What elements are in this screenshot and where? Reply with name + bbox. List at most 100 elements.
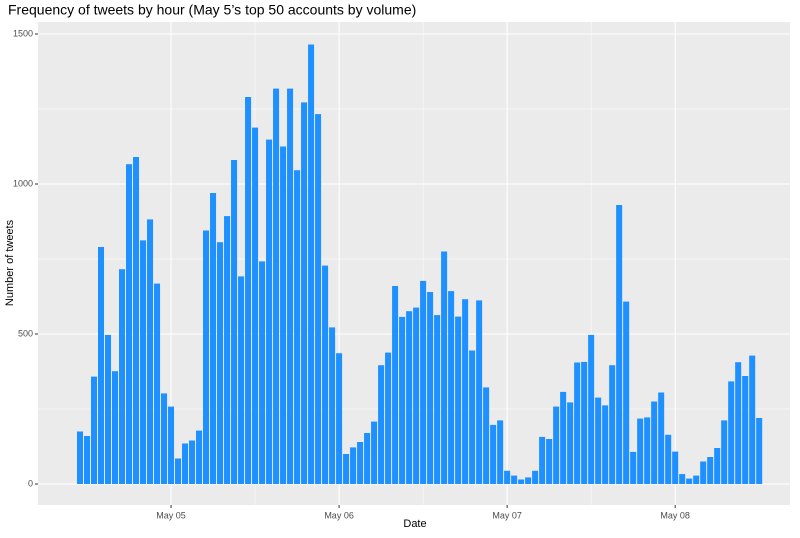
x-axis-label: Date	[403, 518, 426, 530]
bar	[721, 420, 728, 484]
bar	[581, 361, 588, 484]
bar	[315, 114, 322, 484]
bar	[630, 451, 637, 484]
bar	[658, 392, 665, 484]
bar	[462, 299, 469, 484]
bar	[266, 139, 273, 484]
bar	[280, 146, 287, 484]
bar	[126, 164, 133, 484]
bar	[469, 350, 476, 484]
bar	[154, 283, 161, 484]
bar	[294, 170, 301, 484]
bar	[539, 436, 546, 484]
bar	[231, 160, 238, 484]
bar	[238, 276, 245, 484]
bar	[532, 470, 539, 484]
bar	[245, 97, 252, 484]
bar	[119, 269, 126, 484]
bar	[553, 406, 560, 484]
bar	[308, 44, 315, 484]
bar	[350, 447, 357, 484]
bar	[287, 88, 294, 484]
bar	[406, 311, 413, 484]
bar	[427, 292, 434, 484]
chart-title: Frequency of tweets by hour (May 5’s top…	[8, 2, 416, 18]
bar	[336, 353, 343, 484]
bar	[203, 230, 210, 484]
bar	[455, 316, 462, 484]
bar	[217, 242, 224, 484]
x-tick-label: May 06	[324, 510, 354, 520]
bar	[497, 420, 504, 484]
bar	[273, 88, 280, 484]
bar	[588, 334, 595, 484]
bar	[749, 355, 756, 484]
bar	[357, 442, 364, 484]
bar	[399, 316, 406, 484]
bar	[448, 291, 455, 484]
x-tick-label: May 05	[156, 510, 186, 520]
bar	[77, 431, 84, 484]
bar	[413, 307, 420, 484]
bar	[98, 247, 105, 484]
bar	[252, 127, 259, 484]
bar	[392, 286, 399, 484]
bar	[679, 474, 686, 484]
bar	[651, 401, 658, 484]
bar	[602, 405, 609, 484]
y-tick-label: 1500	[13, 28, 33, 38]
bar	[420, 280, 427, 484]
bar	[511, 475, 518, 484]
bar	[728, 381, 735, 484]
bar	[182, 443, 189, 484]
bar	[707, 457, 714, 484]
bar	[700, 461, 707, 484]
bar	[476, 300, 483, 484]
bar	[609, 365, 616, 484]
bar	[504, 470, 511, 484]
bar	[665, 434, 672, 484]
bar	[525, 477, 532, 484]
bar	[112, 371, 119, 484]
bar	[364, 433, 371, 484]
bar	[189, 440, 196, 484]
bar	[140, 240, 147, 484]
bar	[742, 376, 749, 484]
bar	[623, 301, 630, 484]
x-tick-label: May 08	[660, 510, 690, 520]
bar	[560, 391, 567, 484]
bar	[567, 402, 574, 484]
bar	[196, 430, 203, 484]
bar	[490, 424, 497, 484]
bar	[259, 261, 266, 484]
bar	[105, 334, 112, 484]
bar	[84, 436, 91, 484]
bar	[637, 418, 644, 484]
bar	[378, 365, 385, 484]
bar	[686, 478, 693, 484]
bar	[301, 102, 308, 485]
bar	[441, 251, 448, 484]
bar	[175, 458, 182, 484]
bar	[224, 216, 231, 484]
bar	[133, 157, 140, 484]
bar	[329, 327, 336, 484]
bar	[91, 376, 98, 484]
bar	[714, 448, 721, 484]
bar	[616, 205, 623, 484]
bar	[672, 451, 679, 484]
bar	[168, 406, 175, 484]
bar	[161, 393, 168, 484]
bar	[147, 219, 154, 484]
bar	[595, 397, 602, 484]
bar	[644, 417, 651, 484]
y-tick-label: 500	[18, 328, 33, 338]
y-axis-label: Number of tweets	[4, 219, 16, 306]
bar	[735, 362, 742, 484]
bar	[518, 479, 525, 484]
bar	[574, 362, 581, 484]
bar	[483, 387, 490, 484]
bar	[322, 265, 329, 484]
